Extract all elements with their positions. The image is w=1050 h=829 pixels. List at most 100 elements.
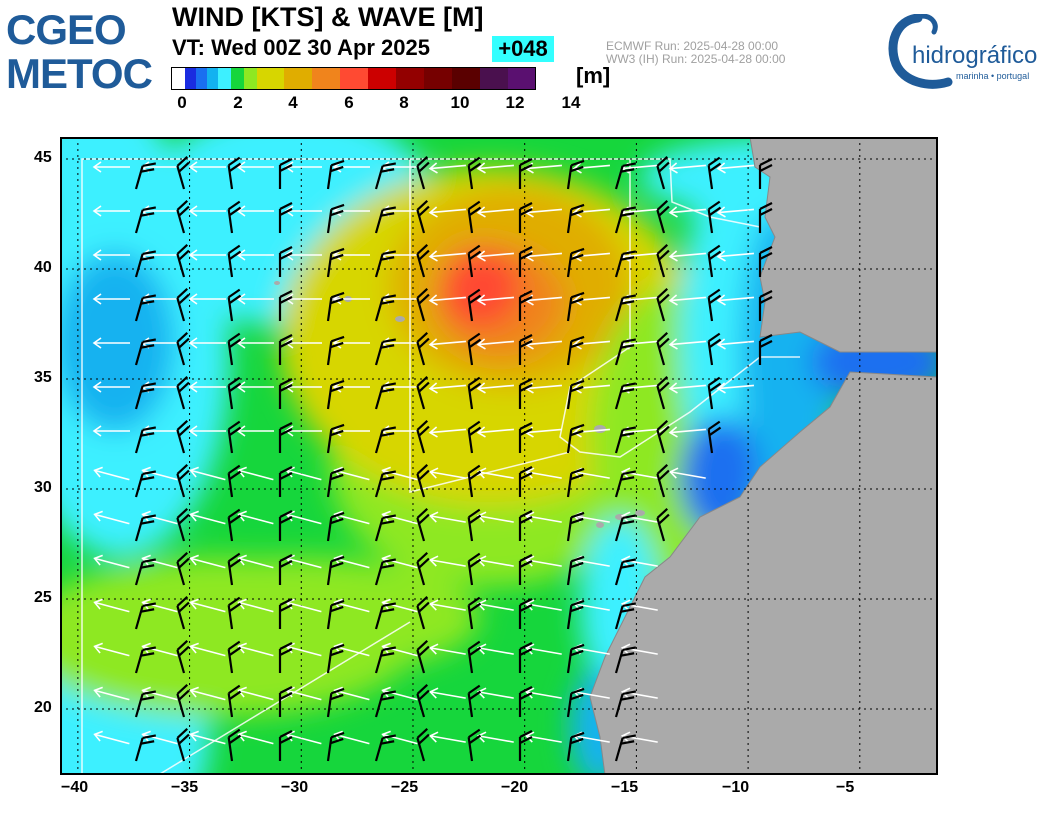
wind-barb [227, 156, 242, 190]
colorbar-tick: 6 [344, 93, 354, 112]
wind-arrow [237, 466, 274, 481]
wind-barb [134, 514, 157, 542]
wave-height-colorbar [171, 67, 536, 90]
wind-arrow [428, 206, 467, 218]
wind-arrow [237, 686, 274, 701]
wind-barb [656, 288, 670, 322]
wind-arrow [236, 205, 274, 217]
wind-barb [416, 288, 430, 322]
wind-arrow [189, 466, 226, 481]
wind-arrow [428, 294, 467, 306]
wind-barb [614, 250, 637, 278]
wind-arrow [476, 338, 515, 350]
wind-barb [176, 376, 190, 410]
wind-barb [518, 334, 533, 365]
wind-barb [134, 338, 157, 366]
wind-barb [467, 728, 482, 762]
canary-island [635, 510, 645, 516]
wind-barb [707, 244, 722, 278]
wind-arrow [476, 382, 515, 394]
wind-barb [278, 334, 293, 365]
wind-barb [176, 596, 190, 630]
wind-barb [566, 423, 585, 454]
wind-arrow [188, 337, 226, 349]
wind-barb [416, 508, 430, 542]
wind-barb [614, 426, 637, 454]
wind-barb [467, 508, 482, 542]
wind-barb [374, 426, 397, 454]
wind-barb [518, 290, 533, 321]
colorbar-swatch [368, 68, 396, 89]
wind-barb [278, 598, 293, 629]
wind-barb [566, 555, 585, 586]
wind-arrow [428, 426, 467, 438]
wind-barb [227, 376, 242, 410]
wind-arrow [668, 338, 707, 350]
wind-barb [374, 162, 397, 190]
wind-barb [134, 690, 157, 718]
wave-height-shading [61, 138, 937, 774]
wind-barb [416, 200, 430, 234]
iberia-land [749, 138, 937, 353]
colorbar-swatch [244, 68, 257, 89]
wind-barb [278, 642, 293, 673]
x-tick-label: −15 [611, 779, 639, 796]
wind-barb [518, 510, 533, 541]
wind-arrow [668, 382, 707, 394]
wind-barb [176, 200, 190, 234]
wind-barb [176, 156, 190, 190]
wind-arrow [476, 426, 515, 438]
wind-barb [518, 378, 533, 409]
wind-arrow [428, 687, 466, 699]
colorbar-tick: 14 [561, 93, 581, 112]
wind-barb [326, 643, 345, 674]
wind-barb [134, 646, 157, 674]
africa-land [589, 371, 937, 774]
wind-barb [518, 158, 533, 189]
wind-arrow [428, 467, 466, 479]
wind-barb [467, 464, 482, 498]
canary-island [596, 522, 604, 528]
madeira-island [594, 425, 606, 433]
wind-arrow [524, 467, 562, 479]
wind-arrow [188, 205, 226, 217]
y-tick-label: 20 [34, 699, 52, 716]
wind-barb [614, 294, 637, 322]
x-tick-label: −40 [61, 779, 89, 796]
wind-barb [707, 376, 722, 410]
wind-barb [467, 640, 482, 674]
wind-barb [707, 156, 722, 190]
wind-arrow [189, 686, 226, 701]
logo-right-tagline: marinha • portugal [956, 71, 1030, 81]
wind-arrow [668, 426, 707, 438]
wind-arrow [428, 511, 466, 523]
azores-island [274, 281, 280, 285]
wind-barb [416, 596, 430, 630]
wind-arrow [189, 598, 226, 613]
wind-barb [374, 734, 397, 762]
x-tick-label: −25 [391, 779, 419, 796]
wind-wave-map [60, 137, 938, 775]
hidrografico-logo: hidrográfico marinha • portugal [888, 13, 1044, 90]
hidrografico-swirl-icon [888, 13, 953, 89]
colorbar-swatch [312, 68, 340, 89]
wind-barb [566, 203, 585, 234]
wind-arrow [716, 382, 755, 394]
colorbar-swatch [508, 68, 535, 89]
wind-arrow [189, 554, 226, 569]
wind-barb [518, 554, 533, 585]
wind-barb [566, 247, 585, 278]
wind-arrow [333, 730, 370, 745]
x-tick-label: −5 [836, 779, 855, 796]
x-tick-label: −30 [281, 779, 309, 796]
wind-barb [176, 640, 190, 674]
colorbar-tick: 2 [233, 93, 243, 112]
wind-barb [134, 382, 157, 410]
wind-barb [416, 376, 430, 410]
wind-barb [227, 288, 242, 322]
colorbar-swatch [196, 68, 207, 89]
wind-barb [656, 508, 670, 542]
wind-barb [278, 466, 293, 497]
wind-barb [758, 334, 773, 365]
wind-barb [566, 511, 585, 542]
